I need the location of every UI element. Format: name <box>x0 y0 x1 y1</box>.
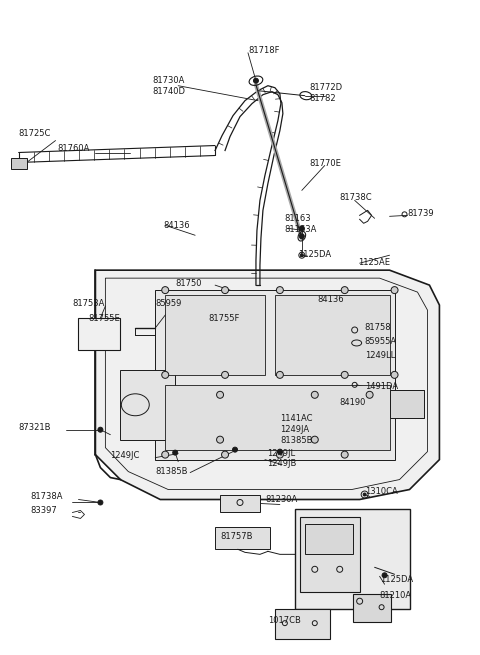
Text: 1249JL
1249JB: 1249JL 1249JB <box>267 449 296 468</box>
Text: 84136: 84136 <box>318 295 344 303</box>
Circle shape <box>216 436 224 443</box>
Text: 81718F: 81718F <box>248 47 279 55</box>
Circle shape <box>363 493 366 496</box>
Text: 1141AC
1249JA
81385B: 1141AC 1249JA 81385B <box>280 415 312 445</box>
Bar <box>305 525 353 554</box>
Text: 81758: 81758 <box>365 324 391 333</box>
Text: 1125AE: 1125AE <box>358 257 390 267</box>
Circle shape <box>276 451 283 458</box>
Bar <box>165 295 265 375</box>
Circle shape <box>300 234 304 239</box>
Text: 81385B: 81385B <box>155 467 188 476</box>
Circle shape <box>162 371 168 379</box>
Text: 1249JC: 1249JC <box>110 451 140 460</box>
Bar <box>353 594 391 622</box>
Circle shape <box>341 371 348 379</box>
Bar <box>78 318 120 350</box>
Text: 84136: 84136 <box>163 221 190 230</box>
Circle shape <box>391 371 398 379</box>
Circle shape <box>222 371 228 379</box>
Bar <box>120 370 175 440</box>
Text: 1125DA: 1125DA <box>298 250 331 259</box>
Circle shape <box>341 451 348 458</box>
Bar <box>390 390 424 418</box>
Text: 85959: 85959 <box>155 299 181 308</box>
Text: 81725C: 81725C <box>19 129 51 138</box>
Circle shape <box>300 253 303 257</box>
Circle shape <box>341 287 348 293</box>
Text: 81770E: 81770E <box>310 159 342 168</box>
Circle shape <box>277 449 282 454</box>
Circle shape <box>222 451 228 458</box>
Text: 81760A: 81760A <box>58 144 90 153</box>
Circle shape <box>391 287 398 293</box>
Text: 81738A: 81738A <box>31 492 63 501</box>
Circle shape <box>382 572 387 578</box>
Bar <box>11 159 26 170</box>
Bar <box>275 295 390 375</box>
Bar <box>165 385 390 449</box>
Text: 1125DA: 1125DA <box>380 575 413 584</box>
Text: 81755F: 81755F <box>208 314 240 322</box>
Text: 1249LL: 1249LL <box>365 352 395 360</box>
Text: 81755E: 81755E <box>88 314 120 322</box>
Circle shape <box>216 391 224 398</box>
Circle shape <box>162 287 168 293</box>
Text: 81230A: 81230A <box>265 495 297 504</box>
Text: 87321B: 87321B <box>19 423 51 432</box>
Bar <box>220 495 260 512</box>
Bar <box>300 517 360 592</box>
Text: 81163
81163A: 81163 81163A <box>285 214 317 234</box>
Circle shape <box>173 450 178 455</box>
Text: 81210A: 81210A <box>380 591 412 600</box>
Text: 84190: 84190 <box>340 398 366 407</box>
Text: 81738C: 81738C <box>340 193 372 202</box>
Circle shape <box>366 391 373 398</box>
Text: 81739: 81739 <box>408 209 434 218</box>
Circle shape <box>232 447 238 452</box>
Circle shape <box>276 287 283 293</box>
Circle shape <box>253 78 258 83</box>
Bar <box>155 290 395 460</box>
PathPatch shape <box>96 270 439 500</box>
Text: 1491DA: 1491DA <box>365 383 398 391</box>
Circle shape <box>98 427 103 432</box>
Circle shape <box>300 226 304 231</box>
Circle shape <box>222 287 228 293</box>
Text: 81730A
81740D: 81730A 81740D <box>152 76 185 96</box>
Circle shape <box>276 371 283 379</box>
Circle shape <box>98 500 103 505</box>
Text: 1017CB: 1017CB <box>268 616 301 625</box>
Circle shape <box>162 451 168 458</box>
Text: 85955A: 85955A <box>365 337 397 346</box>
Text: 1310CA: 1310CA <box>365 487 397 496</box>
Text: 81757B: 81757B <box>220 532 252 541</box>
Bar <box>295 510 409 609</box>
Circle shape <box>312 436 318 443</box>
Text: 81753A: 81753A <box>72 299 105 308</box>
Circle shape <box>312 391 318 398</box>
Bar <box>215 527 270 550</box>
Bar <box>275 609 330 639</box>
Text: 81750: 81750 <box>175 278 202 288</box>
Text: 83397: 83397 <box>31 506 57 515</box>
Text: 81772D
81782: 81772D 81782 <box>310 83 343 103</box>
